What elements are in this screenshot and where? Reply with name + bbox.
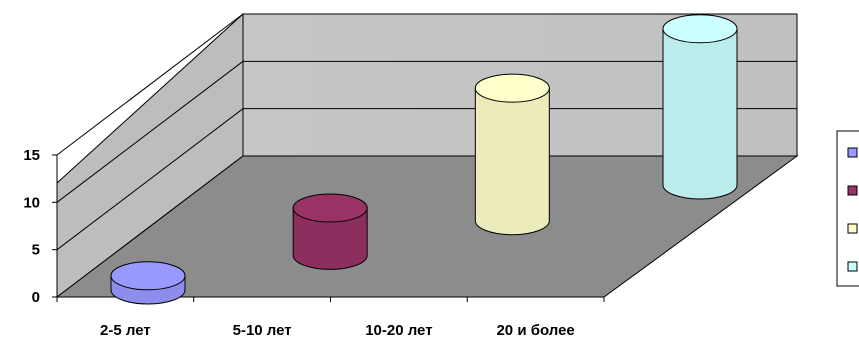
x-category-label: 20 и более	[496, 322, 574, 339]
y-axis: 0 5 10 15	[23, 147, 58, 306]
y-tick-label: 10	[23, 194, 40, 211]
x-category-label: 10-20 лет	[365, 322, 432, 339]
bar-4-top	[662, 14, 738, 44]
x-axis: 2-5 лет 5-10 лет 10-20 лет 20 и более	[56, 297, 605, 339]
bar-3-body	[474, 87, 550, 236]
gridline-side	[56, 108, 244, 251]
legend-swatch-4	[847, 261, 858, 272]
x-category-label: 5-10 лет	[233, 322, 292, 339]
gridline-side	[56, 13, 244, 156]
bar-4-body	[662, 28, 738, 200]
y-tick-label: 15	[23, 147, 40, 164]
y-tick-label: 5	[32, 242, 40, 259]
bars	[110, 14, 738, 305]
legend-swatch-2	[847, 185, 858, 196]
bar-3-top	[474, 73, 550, 103]
legend-swatch-3	[847, 223, 858, 234]
bar-2-body	[292, 207, 368, 270]
legend-swatch-1	[847, 147, 858, 158]
y-tick-label: 0	[32, 289, 40, 306]
gridline-side	[56, 60, 244, 203]
legend	[836, 130, 859, 287]
bar-2-top	[292, 193, 368, 223]
x-category-label: 2-5 лет	[100, 322, 151, 339]
legend-box	[836, 130, 859, 287]
floor	[55, 155, 799, 298]
bar-1-top	[110, 261, 186, 291]
